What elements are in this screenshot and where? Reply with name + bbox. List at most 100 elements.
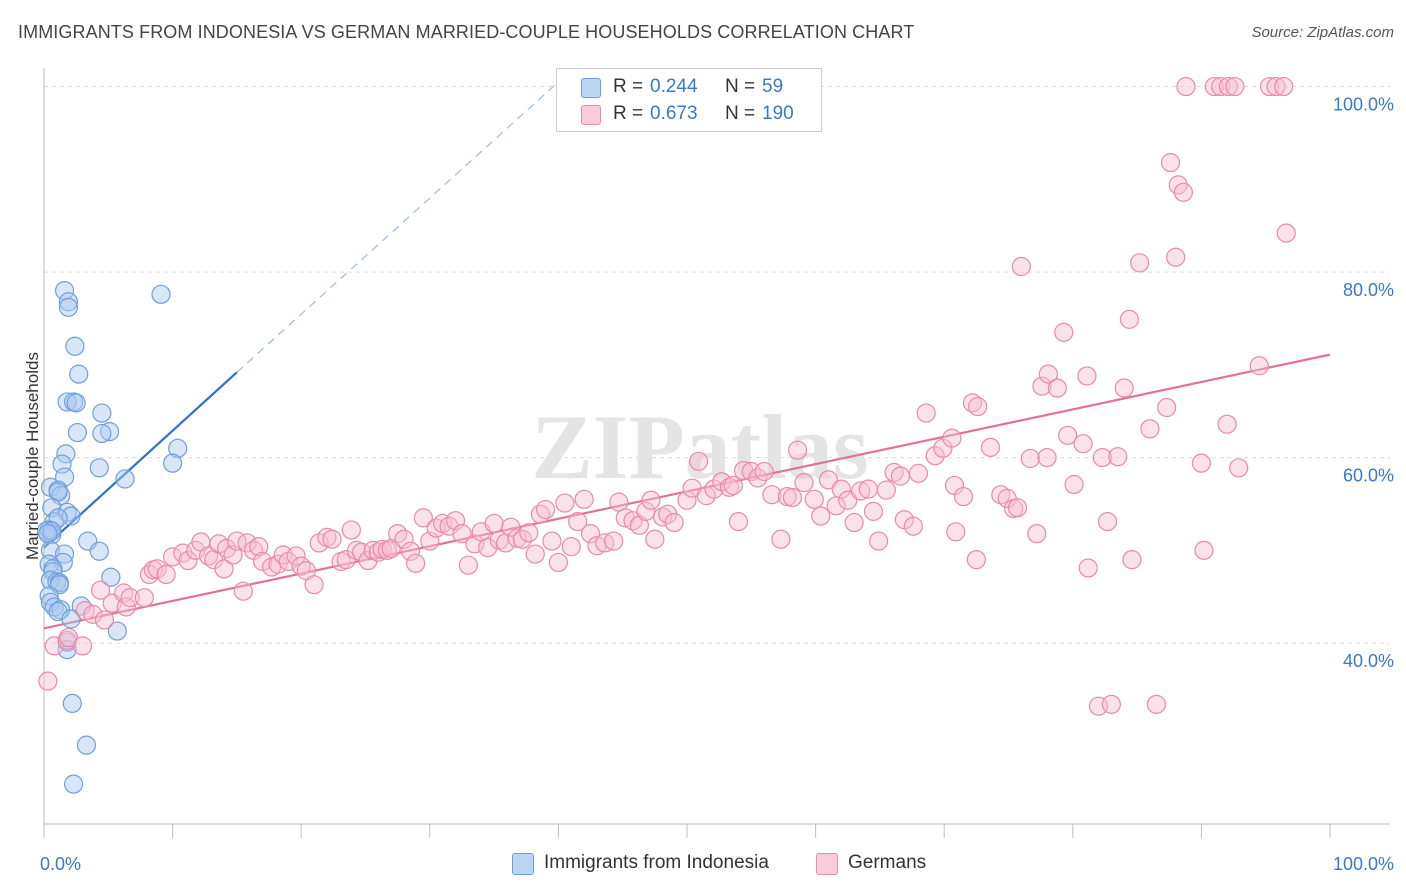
germans-point-143 (946, 522, 966, 542)
series-germans-points (38, 76, 1296, 716)
germans-point-187 (1276, 223, 1296, 243)
legend-label-germans: Germans (848, 852, 927, 873)
legend-n-value: 59 (762, 76, 784, 97)
indonesia-point-33 (38, 524, 58, 544)
indonesia-point-54 (107, 621, 127, 641)
germans-point-167 (1092, 447, 1112, 468)
germans-point-121 (804, 489, 824, 509)
germans-point-136 (903, 516, 923, 536)
germans-point-141 (942, 428, 962, 448)
germans-point-4 (72, 636, 93, 656)
germans-point-8 (90, 580, 111, 600)
germans-point-33 (249, 537, 269, 557)
germans-point-119 (787, 440, 808, 460)
indonesia-point-47 (39, 586, 59, 606)
germans-point-85 (561, 537, 581, 557)
germans-point-155 (1027, 524, 1047, 544)
legend-label-indonesia: Immigrants from Indonesia (544, 852, 769, 873)
indonesia-point-37 (89, 541, 109, 561)
germans-point-195 (1274, 76, 1294, 97)
germans-point-87 (574, 489, 594, 509)
y-tick-label-3: 100.0% (1333, 95, 1394, 115)
germans-point-95 (629, 515, 650, 535)
germans-point-105 (696, 486, 716, 506)
indonesia-point-13 (168, 438, 188, 458)
legend-r-label: R = (613, 103, 644, 124)
germans-point-83 (548, 552, 569, 573)
germans-point-175 (1140, 419, 1160, 439)
germans-point-16 (147, 559, 167, 579)
legend-swatch-germans (816, 853, 838, 875)
source-label: Source: ZipAtlas.com (1251, 24, 1394, 41)
legend-swatch-indonesia (581, 78, 601, 98)
germans-point-126 (838, 490, 858, 510)
indonesia-trend-line (43, 371, 238, 549)
germans-point-180 (1173, 182, 1193, 202)
germans-point-48 (341, 520, 361, 540)
legend-n-value: 190 (762, 103, 794, 124)
germans-point-170 (1101, 694, 1121, 714)
germans-point-98 (645, 529, 665, 549)
germans-point-11 (116, 597, 136, 617)
germans-point-39 (286, 546, 306, 566)
indonesia-point-14 (56, 444, 76, 464)
germans-point-123 (818, 470, 839, 490)
germans-point-162 (1064, 474, 1084, 495)
germans-point-191 (1218, 76, 1239, 97)
germans-point-169 (1108, 447, 1128, 467)
germans-point-127 (844, 512, 864, 533)
x-tick-label-1: 100.0% (1333, 854, 1394, 874)
indonesia-trend-extension (236, 81, 559, 373)
germans-point-146 (968, 396, 988, 417)
germans-point-104 (688, 451, 709, 471)
germans-point-34 (253, 551, 273, 572)
germans-point-137 (908, 463, 929, 483)
germans-point-163 (1073, 434, 1093, 454)
germans-point-42 (304, 575, 324, 595)
germans-point-6 (83, 604, 103, 624)
germans-point-184 (1217, 414, 1237, 434)
y-tick-labels: 40.0% 60.0% 80.0% 100.0% (1333, 95, 1394, 672)
indonesia-point-44 (101, 567, 121, 587)
indonesia-point-10 (67, 422, 88, 443)
germans-point-109 (723, 475, 743, 496)
germans-point-147 (966, 550, 986, 570)
germans-point-99 (652, 507, 673, 527)
germans-point-86 (568, 511, 588, 532)
germans-point-3 (58, 627, 79, 648)
germans-point-82 (542, 531, 562, 551)
indonesia-point-3 (151, 284, 171, 304)
germans-point-158 (1038, 364, 1058, 384)
germans-point-115 (762, 485, 782, 505)
germans-point-30 (233, 581, 253, 601)
indonesia-point-25 (57, 502, 77, 522)
germans-point-60 (406, 553, 426, 573)
germans-point-182 (1191, 453, 1212, 473)
grid-lines (44, 86, 1390, 644)
y-axis-label: Married-couple Households (23, 352, 42, 560)
germans-point-171 (1114, 378, 1134, 398)
germans-point-157 (1037, 447, 1057, 468)
germans-point-188 (1176, 76, 1196, 97)
y-tick-label-1: 60.0% (1343, 466, 1394, 486)
indonesia-point-11 (99, 422, 120, 442)
indonesia-point-18 (115, 469, 135, 489)
indonesia-point-4 (65, 336, 85, 356)
indonesia-point-1 (58, 292, 79, 312)
indonesia-point-9 (92, 403, 112, 423)
germans-point-81 (535, 499, 556, 520)
germans-point-125 (831, 479, 851, 499)
legend-n-label: N = (725, 76, 756, 97)
indonesia-point-17 (163, 453, 183, 473)
germans-point-17 (156, 564, 176, 585)
germans-point-69 (465, 534, 485, 554)
germans-point-153 (1011, 256, 1031, 277)
germans-point-106 (704, 479, 724, 499)
germans-point-101 (664, 512, 684, 533)
germans-point-78 (519, 523, 539, 543)
germans-point-45 (322, 529, 342, 549)
germans-point-161 (1058, 425, 1078, 445)
y-tick-label-0: 40.0% (1343, 651, 1394, 671)
germans-point-134 (890, 466, 911, 486)
